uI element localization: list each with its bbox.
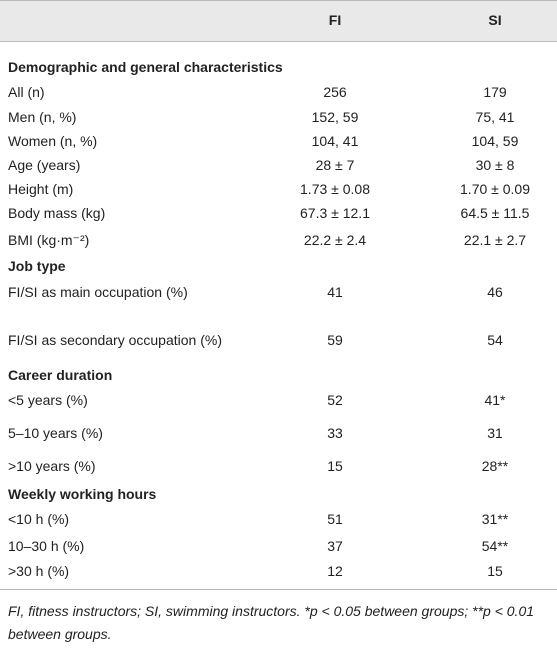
cell-value: 41 xyxy=(327,284,343,300)
cell-value: 37 xyxy=(327,538,343,554)
row-label: Women (n, %) xyxy=(8,133,98,149)
cell-value: 12 xyxy=(327,563,343,579)
cell-value: 33 xyxy=(327,425,343,441)
cell-value: 152, 59 xyxy=(311,109,359,125)
cell-value: 67.3 ± 12.1 xyxy=(300,205,370,221)
row-label: <5 years (%) xyxy=(8,392,88,408)
cell-value: 31 xyxy=(487,425,503,441)
cell-value: 256 xyxy=(323,84,347,100)
cell-value: 51 xyxy=(327,511,343,527)
row-label: Men (n, %) xyxy=(8,109,77,125)
cell-value: 1.70 ± 0.09 xyxy=(460,181,530,197)
section-title: Weekly working hours xyxy=(8,486,157,502)
cell-value: 1.73 ± 0.08 xyxy=(300,181,370,197)
cell-value: 59 xyxy=(327,332,343,348)
cell-value: 31** xyxy=(481,511,509,527)
cell-value: 30 ± 8 xyxy=(475,157,515,173)
row-label: <10 h (%) xyxy=(8,511,70,527)
cell-value: 54** xyxy=(481,538,509,554)
cell-value: 28** xyxy=(481,458,509,474)
cell-value: 54 xyxy=(487,332,503,348)
table-rule xyxy=(0,589,557,590)
cell-value: 15 xyxy=(487,563,503,579)
row-label: FI/SI as main occupation (%) xyxy=(8,284,188,300)
cell-value: 46 xyxy=(487,284,503,300)
cell-value: 41* xyxy=(484,392,506,408)
cell-value: 28 ± 7 xyxy=(315,157,355,173)
cell-value: 22.1 ± 2.7 xyxy=(463,232,527,248)
row-label: 10–30 h (%) xyxy=(8,538,85,554)
cell-value: 52 xyxy=(327,392,343,408)
row-label: FI/SI as secondary occupation (%) xyxy=(8,332,222,348)
section-title: Career duration xyxy=(8,367,113,383)
row-label: 5–10 years (%) xyxy=(8,425,103,441)
cell-value: 104, 59 xyxy=(471,133,519,149)
row-label: BMI (kg·m⁻²) xyxy=(8,232,90,248)
column-header: SI xyxy=(488,12,502,28)
section-title: Demographic and general characteristics xyxy=(8,59,283,75)
cell-value: 104, 41 xyxy=(311,133,359,149)
row-label: Height (m) xyxy=(8,181,74,197)
cell-value: 75, 41 xyxy=(475,109,515,125)
header-background xyxy=(0,0,557,42)
row-label: >10 years (%) xyxy=(8,458,96,474)
row-label: >30 h (%) xyxy=(8,563,70,579)
cell-value: 22.2 ± 2.4 xyxy=(303,232,367,248)
cell-value: 179 xyxy=(483,84,507,100)
cell-value: 64.5 ± 11.5 xyxy=(460,205,530,221)
row-label: Age (years) xyxy=(8,157,81,173)
row-label: Body mass (kg) xyxy=(8,205,106,221)
cell-value: 15 xyxy=(327,458,343,474)
section-title: Job type xyxy=(8,258,66,274)
footnote: FI, fitness instructors; SI, swimming in… xyxy=(8,603,535,642)
row-label: All (n) xyxy=(8,84,45,100)
column-header: FI xyxy=(328,12,342,28)
